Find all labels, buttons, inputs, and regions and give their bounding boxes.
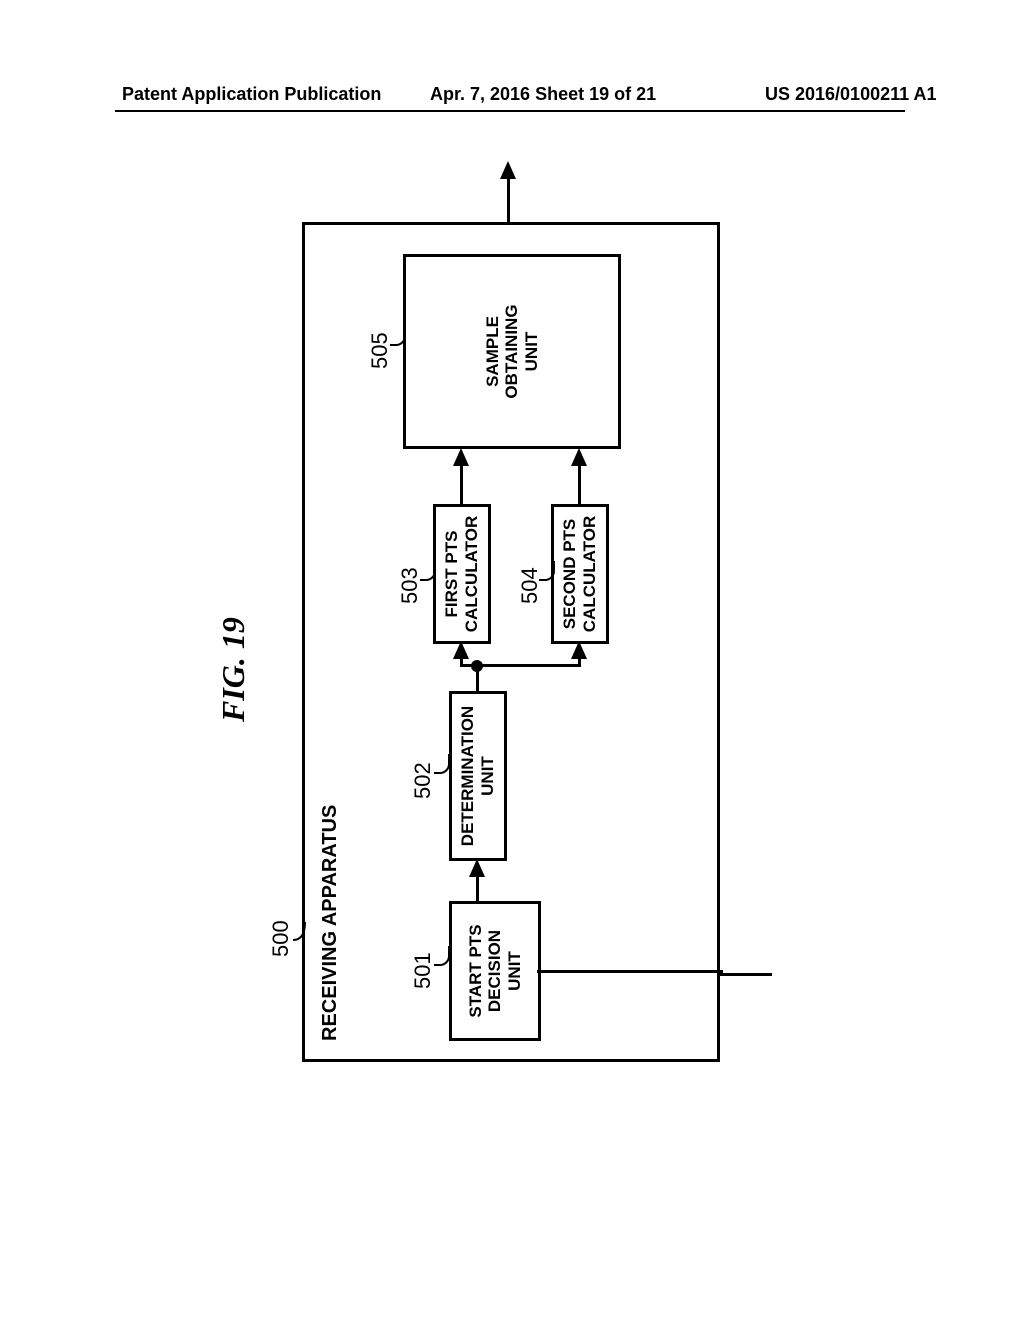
arrowhead-icon	[453, 641, 469, 659]
figure-diagram: FIG. 19 500 RECEIVING APPARATUS 501 STAR…	[85, 345, 937, 927]
ref-502: 502	[410, 762, 436, 799]
first-pts-calculator: FIRST PTSCALCULATOR	[433, 504, 491, 644]
output-arrow-line	[507, 175, 510, 223]
diagram-inner: FIG. 19 500 RECEIVING APPARATUS 501 STAR…	[220, 210, 802, 1062]
arrowhead-icon	[469, 859, 485, 877]
node-label: DETERMINATIONUNIT	[458, 706, 497, 846]
leader-curve-502	[434, 754, 450, 774]
node-label: START PTSDECISIONUNIT	[466, 924, 525, 1017]
header-left: Patent Application Publication	[122, 84, 381, 105]
arrowhead-icon	[571, 641, 587, 659]
node-label: SECOND PTSCALCULATOR	[560, 516, 599, 632]
leader-curve-501	[434, 946, 450, 966]
determination-unit: DETERMINATIONUNIT	[449, 691, 507, 861]
arrow-502-split	[476, 669, 479, 691]
arrow-504-505	[578, 462, 581, 504]
input-line	[537, 970, 723, 973]
main-box-label: RECEIVING APPARATUS	[319, 805, 342, 1041]
arrow-501-502	[476, 873, 479, 901]
header-center: Apr. 7, 2016 Sheet 19 of 21	[430, 84, 656, 105]
receiving-apparatus-box: RECEIVING APPARATUS 501 START PTSDECISIO…	[302, 222, 720, 1062]
node-label: FIRST PTSCALCULATOR	[442, 516, 481, 632]
arrow-split-504-v	[477, 664, 581, 667]
figure-title: FIG. 19	[215, 617, 252, 722]
input-arrow-line	[717, 973, 772, 976]
arrowhead-icon	[500, 161, 516, 179]
start-pts-decision-unit: START PTSDECISIONUNIT	[449, 901, 541, 1041]
second-pts-calculator: SECOND PTSCALCULATOR	[551, 504, 609, 644]
arrowhead-icon	[453, 448, 469, 466]
ref-501: 501	[410, 952, 436, 989]
arrowhead-icon	[571, 448, 587, 466]
node-label: SAMPLEOBTAININGUNIT	[483, 304, 542, 398]
header-rule	[115, 110, 905, 112]
arrow-503-505	[460, 462, 463, 504]
header-right: US 2016/0100211 A1	[765, 84, 936, 105]
sample-obtaining-unit: SAMPLEOBTAININGUNIT	[403, 254, 621, 449]
